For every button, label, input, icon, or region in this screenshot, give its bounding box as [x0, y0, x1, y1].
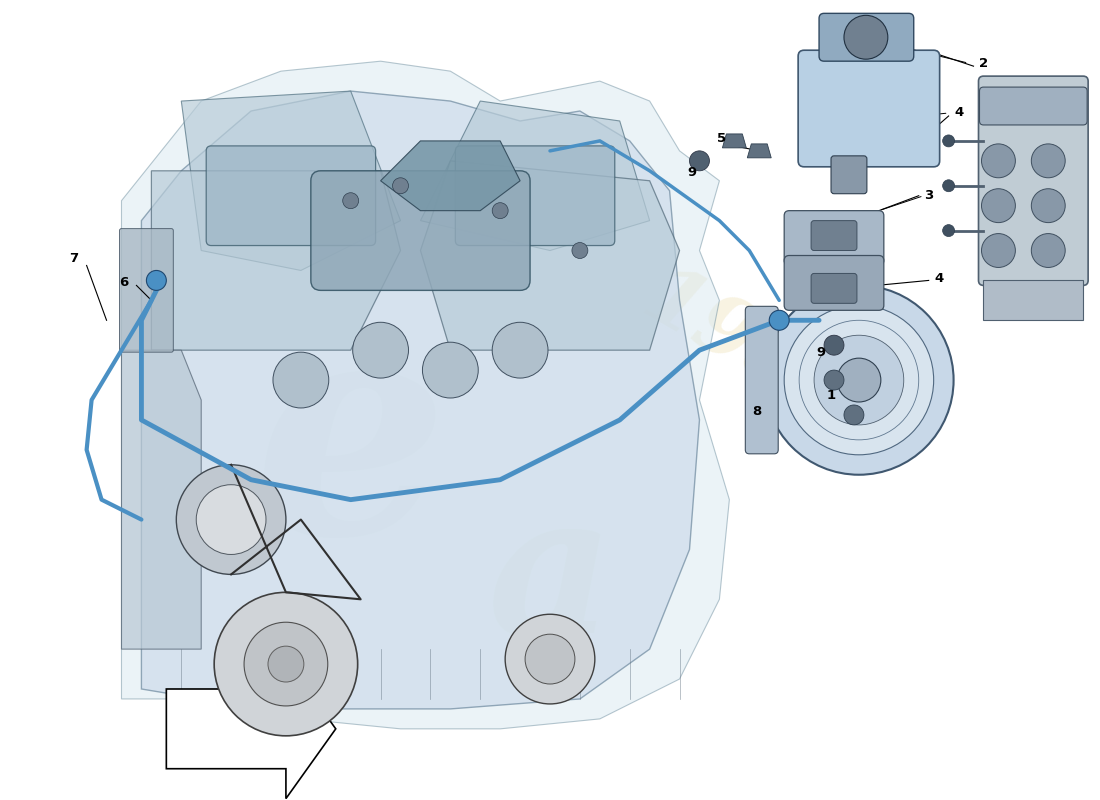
- Circle shape: [844, 405, 864, 425]
- Text: 9: 9: [816, 346, 826, 358]
- Circle shape: [824, 335, 844, 355]
- FancyBboxPatch shape: [811, 221, 857, 250]
- Circle shape: [244, 622, 328, 706]
- Circle shape: [572, 242, 587, 258]
- Polygon shape: [420, 101, 650, 250]
- Circle shape: [844, 15, 888, 59]
- Text: e: e: [253, 302, 448, 598]
- Circle shape: [814, 335, 904, 425]
- Polygon shape: [121, 350, 201, 649]
- Circle shape: [176, 465, 286, 574]
- Circle shape: [1032, 189, 1065, 222]
- Circle shape: [268, 646, 304, 682]
- Text: 2: 2: [979, 57, 988, 70]
- Text: 9: 9: [686, 166, 696, 179]
- Text: 1: 1: [826, 389, 836, 402]
- Circle shape: [146, 270, 166, 290]
- Polygon shape: [121, 61, 729, 729]
- Polygon shape: [723, 134, 746, 148]
- Polygon shape: [182, 91, 400, 270]
- FancyBboxPatch shape: [811, 274, 857, 303]
- Text: 4: 4: [934, 272, 944, 285]
- Circle shape: [784, 306, 934, 455]
- Text: 5: 5: [717, 133, 726, 146]
- Circle shape: [343, 193, 359, 209]
- Circle shape: [525, 634, 575, 684]
- Polygon shape: [420, 161, 680, 350]
- Circle shape: [1032, 234, 1065, 267]
- Text: 4: 4: [954, 106, 964, 119]
- Polygon shape: [381, 141, 520, 210]
- Polygon shape: [166, 659, 336, 798]
- Circle shape: [422, 342, 478, 398]
- Circle shape: [492, 202, 508, 218]
- Circle shape: [943, 135, 955, 147]
- FancyBboxPatch shape: [311, 170, 530, 290]
- FancyBboxPatch shape: [979, 76, 1088, 286]
- Circle shape: [196, 485, 266, 554]
- Circle shape: [981, 144, 1015, 178]
- Text: 7: 7: [69, 252, 78, 265]
- Circle shape: [837, 358, 881, 402]
- Circle shape: [492, 322, 548, 378]
- Circle shape: [824, 370, 844, 390]
- Circle shape: [273, 352, 329, 408]
- Circle shape: [943, 180, 955, 192]
- Circle shape: [1032, 144, 1065, 178]
- FancyBboxPatch shape: [799, 50, 939, 167]
- Text: 8: 8: [752, 406, 762, 418]
- Polygon shape: [747, 144, 771, 158]
- FancyBboxPatch shape: [820, 14, 914, 61]
- FancyBboxPatch shape: [120, 229, 174, 352]
- Polygon shape: [152, 170, 400, 350]
- Circle shape: [943, 225, 955, 237]
- Circle shape: [353, 322, 408, 378]
- Polygon shape: [142, 91, 700, 709]
- FancyBboxPatch shape: [979, 87, 1087, 125]
- Text: 3: 3: [924, 190, 933, 202]
- Circle shape: [981, 234, 1015, 267]
- Circle shape: [769, 310, 789, 330]
- Text: 1985: 1985: [629, 258, 870, 443]
- Circle shape: [214, 592, 358, 736]
- Circle shape: [505, 614, 595, 704]
- FancyBboxPatch shape: [830, 156, 867, 194]
- Text: a: a: [487, 485, 613, 674]
- FancyBboxPatch shape: [455, 146, 615, 246]
- FancyBboxPatch shape: [206, 146, 375, 246]
- Polygon shape: [983, 281, 1084, 320]
- Circle shape: [764, 286, 954, 474]
- Circle shape: [690, 151, 710, 170]
- Circle shape: [981, 189, 1015, 222]
- Circle shape: [393, 178, 408, 194]
- FancyBboxPatch shape: [784, 255, 883, 310]
- Text: 6: 6: [119, 276, 128, 289]
- FancyBboxPatch shape: [784, 210, 883, 266]
- FancyBboxPatch shape: [746, 306, 778, 454]
